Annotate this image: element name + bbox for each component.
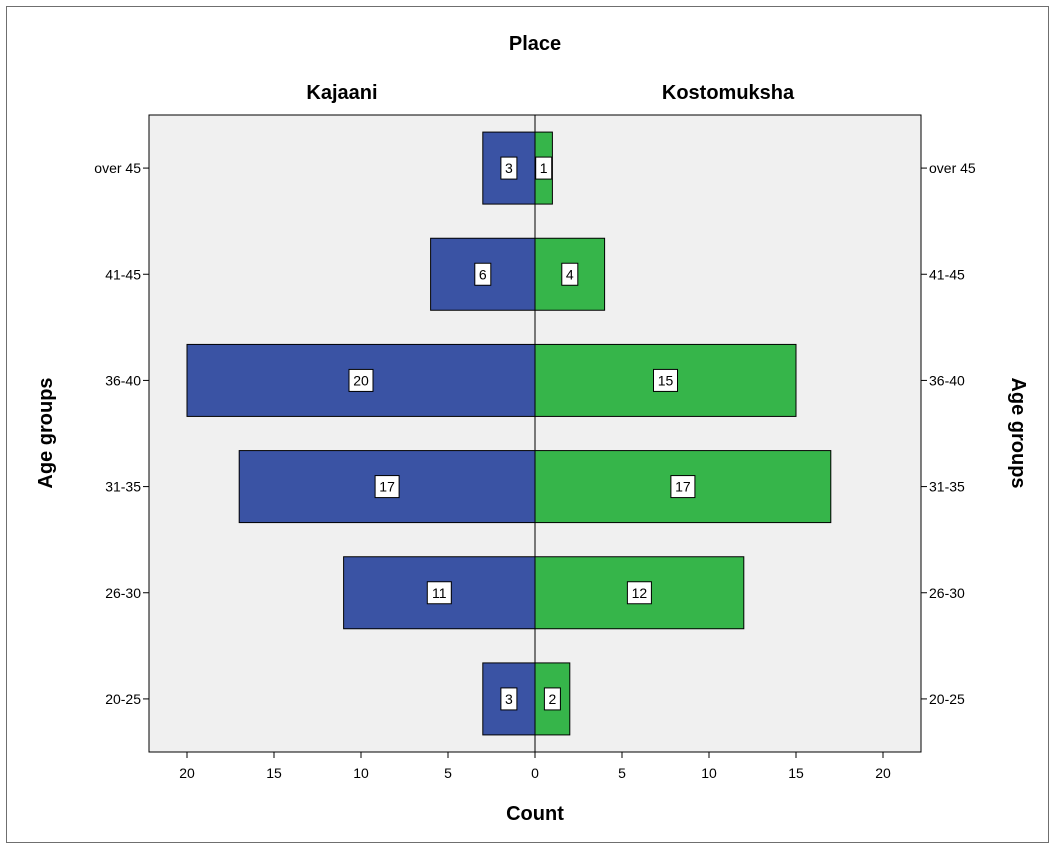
y-axis-title-left: Age groups bbox=[35, 377, 57, 488]
left-panel-title: Kajaani bbox=[306, 82, 377, 104]
data-label-box bbox=[500, 687, 518, 711]
data-label-box bbox=[426, 581, 452, 605]
y-tick-label-right: 41-45 bbox=[929, 266, 965, 282]
x-tick-label: 0 bbox=[531, 765, 539, 781]
y-tick-label-right: 36-40 bbox=[929, 372, 965, 388]
data-label-box bbox=[348, 368, 374, 392]
x-tick-label: 15 bbox=[788, 765, 804, 781]
x-tick-label: 10 bbox=[701, 765, 717, 781]
y-tick-label-right: 20-25 bbox=[929, 691, 965, 707]
x-tick-label: 20 bbox=[875, 765, 891, 781]
y-tick-label-left: 31-35 bbox=[105, 479, 141, 495]
y-tick-label-left: 41-45 bbox=[105, 266, 141, 282]
data-label: 1 bbox=[540, 160, 548, 176]
data-label: 6 bbox=[479, 266, 487, 282]
x-tick-label: 15 bbox=[266, 765, 282, 781]
data-label: 4 bbox=[566, 266, 574, 282]
data-label: 3 bbox=[505, 691, 513, 707]
data-label-box bbox=[535, 156, 553, 180]
x-axis-title: Count bbox=[506, 803, 564, 825]
y-axis-title-right: Age groups bbox=[1007, 377, 1029, 488]
y-tick-label-left: over 45 bbox=[94, 160, 141, 176]
data-label-box bbox=[626, 581, 652, 605]
right-panel-title: Kostomuksha bbox=[662, 82, 795, 104]
x-tick-label: 5 bbox=[618, 765, 626, 781]
data-label: 12 bbox=[632, 585, 648, 601]
data-label-box bbox=[653, 368, 678, 392]
data-label-box bbox=[374, 475, 400, 499]
chart-title: Place bbox=[509, 33, 561, 55]
y-tick-label-right: over 45 bbox=[929, 160, 976, 176]
bar-left-4 bbox=[343, 556, 536, 630]
y-tick-label-left: 26-30 bbox=[105, 585, 141, 601]
data-label-box bbox=[543, 687, 561, 711]
y-tick-label-right: 26-30 bbox=[929, 585, 965, 601]
data-label: 2 bbox=[549, 691, 557, 707]
x-tick-label: 5 bbox=[444, 765, 452, 781]
data-label: 17 bbox=[675, 479, 691, 495]
y-tick-label-left: 36-40 bbox=[105, 372, 141, 388]
x-tick-label: 10 bbox=[353, 765, 369, 781]
data-label-box bbox=[474, 262, 492, 286]
data-label: 11 bbox=[432, 585, 447, 601]
data-label: 15 bbox=[658, 372, 674, 388]
y-tick-label-right: 31-35 bbox=[929, 479, 965, 495]
data-label: 3 bbox=[505, 160, 513, 176]
y-tick-label-left: 20-25 bbox=[105, 691, 141, 707]
data-label-box bbox=[670, 475, 696, 499]
data-label: 17 bbox=[379, 479, 395, 495]
data-label: 20 bbox=[353, 372, 369, 388]
x-tick-label: 20 bbox=[179, 765, 195, 781]
data-label-box bbox=[500, 156, 518, 180]
data-label-box bbox=[561, 262, 579, 286]
